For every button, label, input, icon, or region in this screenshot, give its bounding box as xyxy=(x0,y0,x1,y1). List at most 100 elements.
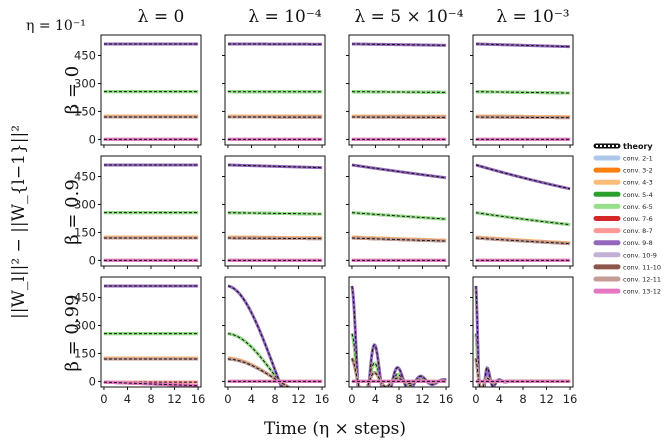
column-title-3: λ = 10⁻³ xyxy=(496,7,569,27)
theory-line-4 xyxy=(227,333,285,387)
x-tick-label: 16 xyxy=(315,392,330,406)
theory-line-7 xyxy=(475,43,571,48)
panel-r2-c3: 0 4 8 12 16 xyxy=(470,276,578,406)
legend-item-3: conv. 5-4 xyxy=(593,191,653,199)
panel-r0-c0: 0 150 300 450 xyxy=(74,34,202,148)
panel-frame xyxy=(224,34,326,146)
x-tick-label: 12 xyxy=(415,392,430,406)
theory-line-10 xyxy=(351,237,447,242)
panel-r0-c2 xyxy=(346,34,450,148)
y-tick-label: 450 xyxy=(74,170,96,184)
x-tick-label: 4 xyxy=(496,392,503,406)
series-group xyxy=(103,284,199,387)
theory-line-10 xyxy=(227,358,290,387)
x-tick-label: 12 xyxy=(167,392,182,406)
y-tick-label: 150 xyxy=(74,225,96,239)
panel-frame xyxy=(100,34,202,146)
theory-line-7 xyxy=(475,164,571,190)
x-tick-label: 8 xyxy=(519,392,526,406)
theory-line-4 xyxy=(351,91,447,93)
panel-frame xyxy=(348,34,450,146)
legend-theory: theory xyxy=(593,142,653,151)
row-title-1: β = 0.9 xyxy=(62,179,83,245)
x-tick-label: 8 xyxy=(147,392,154,406)
legend-item-9: conv. 11-10 xyxy=(593,263,661,271)
x-tick-label: 8 xyxy=(271,392,278,406)
y-tick-label: 450 xyxy=(74,291,96,305)
series-group xyxy=(103,42,199,141)
series-group xyxy=(475,163,571,262)
legend-label: conv. 9-8 xyxy=(623,239,653,247)
legend-label: conv. 6-5 xyxy=(623,203,653,211)
theory-line-10 xyxy=(475,116,571,119)
y-tick-label: 300 xyxy=(74,197,96,211)
panel-r1-c0: 0 150 300 450 xyxy=(74,155,202,269)
legend-label: conv. 3-2 xyxy=(623,167,653,175)
panel-r1-c3 xyxy=(470,155,574,269)
panel-r1-c1 xyxy=(222,155,326,269)
theory-line-7 xyxy=(227,285,282,387)
legend-item-6: conv. 8-7 xyxy=(593,227,653,235)
panel-r1-c2 xyxy=(346,155,450,269)
legend-label: conv. 8-7 xyxy=(623,227,653,235)
x-tick-label: 16 xyxy=(191,392,206,406)
eta-label: η = 10⁻¹ xyxy=(26,18,86,34)
panels: 0 150 300 450 0 150 300 450 0 150 300 450 0 4 8 12 16 0 4 8… xyxy=(74,34,578,406)
theory-line-7 xyxy=(351,285,447,387)
x-tick-label: 12 xyxy=(539,392,554,406)
x-tick-label: 4 xyxy=(372,392,379,406)
panel-frame xyxy=(472,34,574,146)
column-title-2: λ = 5 × 10⁻⁴ xyxy=(354,7,463,27)
x-tick-label: 16 xyxy=(563,392,578,406)
legend-item-1: conv. 3-2 xyxy=(593,167,653,175)
y-tick-label: 150 xyxy=(74,346,96,360)
series-group xyxy=(474,285,571,387)
y-tick-label: 450 xyxy=(74,49,96,63)
x-tick-label: 8 xyxy=(395,392,402,406)
theory-line-10 xyxy=(475,237,571,245)
panel-r0-c3 xyxy=(470,34,574,148)
row-title-0: β = 0 xyxy=(62,66,83,114)
series-group xyxy=(227,284,323,387)
panel-r2-c0: 0 150 300 450 0 4 8 12 16 xyxy=(74,276,206,406)
x-tick-label: 16 xyxy=(439,392,454,406)
legend-label: conv. 7-6 xyxy=(623,215,653,223)
column-title-1: λ = 10⁻⁴ xyxy=(248,7,321,27)
legend-label: conv. 11-10 xyxy=(623,263,661,271)
legend-item-4: conv. 6-5 xyxy=(593,203,653,211)
series-line-7 xyxy=(350,285,447,387)
y-tick-label: 0 xyxy=(89,132,96,146)
legend-label: conv. 13-12 xyxy=(623,288,661,296)
series-group xyxy=(350,285,447,387)
series-group xyxy=(227,42,323,141)
column-title-0: λ = 0 xyxy=(138,7,185,27)
panel-frame xyxy=(100,276,202,388)
legend-item-5: conv. 7-6 xyxy=(593,215,653,223)
series-group xyxy=(475,42,571,141)
legend-item-2: conv. 4-3 xyxy=(593,179,653,187)
theory-line-4 xyxy=(351,212,447,220)
series-group xyxy=(351,163,447,262)
theory-line-7 xyxy=(227,164,323,169)
y-tick-label: 0 xyxy=(89,374,96,388)
legend-label: conv. 2-1 xyxy=(623,155,653,163)
legend: theory conv. 2-1 conv. 3-2 conv. 4-3 conv. 5… xyxy=(593,142,661,296)
series-group xyxy=(227,163,323,262)
theory-line-4 xyxy=(475,212,571,226)
theory-line-7 xyxy=(351,164,447,179)
panel-frame xyxy=(224,155,326,267)
theory-line-7 xyxy=(351,43,447,46)
series-group xyxy=(351,42,447,141)
y-tick-label: 150 xyxy=(74,104,96,118)
y-axis-label: ||W_l||² − ||W_{l−1}||² xyxy=(9,125,29,319)
panel-r2-c1: 0 4 8 12 16 xyxy=(222,276,330,406)
x-tick-label: 4 xyxy=(248,392,255,406)
panel-frame xyxy=(100,155,202,267)
legend-label: conv. 4-3 xyxy=(623,179,653,187)
theory-line-11 xyxy=(103,381,199,387)
x-tick-label: 12 xyxy=(291,392,306,406)
legend-theory-label: theory xyxy=(623,142,653,151)
legend-item-11: conv. 13-12 xyxy=(593,288,661,296)
legend-item-8: conv. 10-9 xyxy=(593,251,657,259)
legend-label: conv. 10-9 xyxy=(623,251,657,259)
